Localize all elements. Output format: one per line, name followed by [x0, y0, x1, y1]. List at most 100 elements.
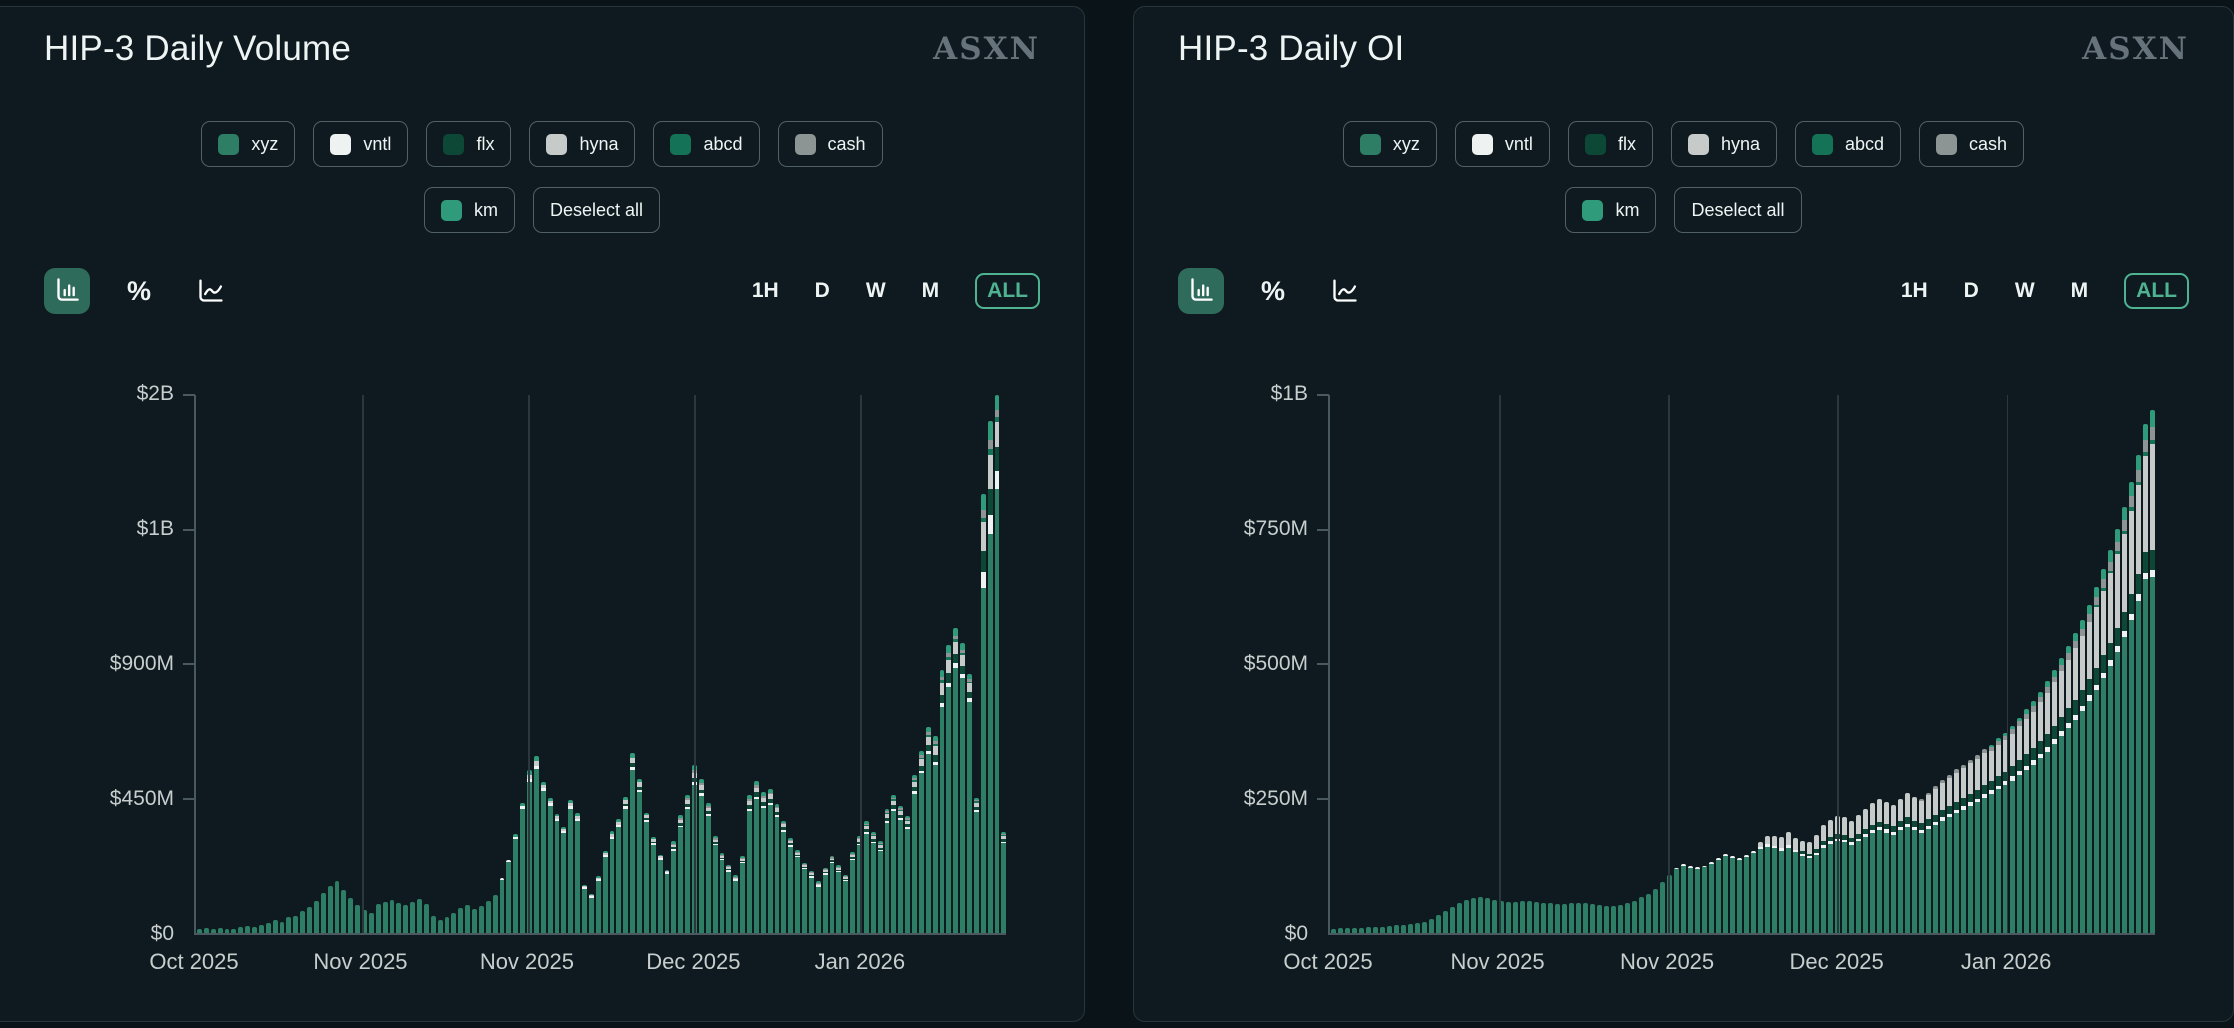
stacked-bar[interactable]	[1800, 840, 1805, 933]
stacked-bar[interactable]	[685, 794, 690, 933]
stacked-bar[interactable]	[540, 781, 546, 933]
stacked-bar[interactable]	[884, 808, 890, 933]
stacked-bar[interactable]	[939, 669, 945, 933]
stacked-bar[interactable]	[1457, 903, 1462, 933]
stacked-bar[interactable]	[747, 795, 752, 933]
stacked-bar[interactable]	[1366, 927, 1371, 933]
stacked-bar[interactable]	[1443, 910, 1448, 933]
stacked-bar[interactable]	[1933, 786, 1938, 933]
stacked-bar[interactable]	[252, 927, 257, 933]
stacked-bar[interactable]	[1625, 902, 1630, 933]
stacked-bar[interactable]	[1926, 792, 1931, 933]
legend-button-km[interactable]: km	[1565, 187, 1657, 233]
stacked-bar[interactable]	[643, 812, 649, 933]
stacked-bar[interactable]	[1639, 897, 1644, 933]
stacked-bar[interactable]	[513, 834, 519, 933]
stacked-bar[interactable]	[1408, 924, 1413, 933]
stacked-bar[interactable]	[492, 894, 498, 933]
stacked-bar[interactable]	[210, 928, 216, 933]
legend-button-xyz[interactable]: xyz	[201, 121, 296, 167]
stacked-bar[interactable]	[760, 792, 766, 933]
stacked-bar[interactable]	[410, 902, 415, 933]
stacked-bar[interactable]	[857, 835, 862, 933]
stacked-bar[interactable]	[1618, 904, 1623, 933]
stacked-bar[interactable]	[637, 778, 642, 933]
stacked-bar[interactable]	[1478, 897, 1483, 933]
legend-button-cash[interactable]: cash	[1919, 121, 2025, 167]
stacked-bar[interactable]	[870, 831, 876, 933]
stacked-bar[interactable]	[1422, 921, 1427, 933]
stacked-bar[interactable]	[609, 831, 615, 933]
stacked-bar[interactable]	[499, 878, 505, 933]
stacked-bar[interactable]	[2017, 717, 2022, 933]
chart-type-percent-button[interactable]: %	[1250, 268, 1296, 314]
stacked-bar[interactable]	[465, 904, 470, 933]
stacked-bar[interactable]	[671, 841, 677, 933]
stacked-bar[interactable]	[245, 925, 250, 933]
stacked-bar[interactable]	[1793, 837, 1798, 933]
range-button-w[interactable]: W	[2014, 279, 2035, 302]
stacked-bar[interactable]	[520, 802, 525, 933]
stacked-bar[interactable]	[595, 876, 601, 933]
stacked-bar[interactable]	[197, 929, 202, 933]
stacked-bar[interactable]	[1989, 744, 1994, 933]
stacked-bar[interactable]	[327, 885, 333, 933]
stacked-bar[interactable]	[602, 850, 608, 933]
stacked-bar[interactable]	[1814, 835, 1819, 933]
legend-button-flx[interactable]: flx	[1567, 121, 1653, 167]
stacked-bar[interactable]	[293, 915, 299, 933]
stacked-bar[interactable]	[1688, 866, 1693, 933]
stacked-bar[interactable]	[1373, 927, 1378, 933]
range-button-1h[interactable]: 1H	[1900, 279, 1928, 302]
stacked-bar[interactable]	[836, 865, 842, 933]
stacked-bar[interactable]	[575, 813, 580, 933]
stacked-bar[interactable]	[1856, 814, 1861, 933]
stacked-bar[interactable]	[1968, 759, 1973, 933]
legend-button-cash[interactable]: cash	[777, 121, 883, 167]
stacked-bar[interactable]	[1576, 902, 1581, 933]
stacked-bar[interactable]	[1345, 928, 1350, 933]
stacked-bar[interactable]	[2094, 587, 2099, 933]
stacked-bar[interactable]	[1961, 765, 1966, 933]
stacked-bar[interactable]	[1975, 754, 1980, 933]
stacked-bar[interactable]	[396, 903, 402, 933]
stacked-bar[interactable]	[2136, 455, 2141, 933]
stacked-bar[interactable]	[1387, 925, 1392, 933]
stacked-bar[interactable]	[925, 727, 931, 933]
legend-button-hyna[interactable]: hyna	[529, 121, 636, 167]
stacked-bar[interactable]	[891, 794, 897, 933]
stacked-bar[interactable]	[533, 755, 539, 933]
stacked-bar[interactable]	[2010, 725, 2015, 933]
stacked-bar[interactable]	[1653, 888, 1658, 933]
stacked-bar[interactable]	[1849, 820, 1854, 933]
stacked-bar[interactable]	[1499, 901, 1504, 933]
stacked-bar[interactable]	[1947, 775, 1952, 933]
range-button-m[interactable]: M	[2070, 279, 2089, 302]
stacked-bar[interactable]	[561, 826, 567, 933]
stacked-bar[interactable]	[1394, 925, 1399, 933]
legend-button-km[interactable]: km	[423, 187, 515, 233]
stacked-bar[interactable]	[2122, 506, 2127, 933]
range-button-m[interactable]: M	[921, 279, 940, 302]
legend-button-abcd[interactable]: abcd	[653, 121, 760, 167]
stacked-bar[interactable]	[1632, 900, 1637, 933]
stacked-bar[interactable]	[1611, 906, 1616, 933]
stacked-bar[interactable]	[822, 867, 828, 933]
stacked-bar[interactable]	[403, 905, 409, 933]
stacked-bar[interactable]	[1464, 900, 1469, 933]
stacked-bar[interactable]	[1001, 831, 1007, 933]
stacked-bar[interactable]	[1590, 904, 1595, 933]
stacked-bar[interactable]	[265, 922, 271, 933]
stacked-bar[interactable]	[1583, 903, 1588, 933]
legend-button-vntl[interactable]: vntl	[313, 121, 409, 167]
stacked-bar[interactable]	[2031, 701, 2036, 933]
stacked-bar[interactable]	[1891, 804, 1896, 933]
stacked-bar[interactable]	[444, 916, 450, 933]
stacked-bar[interactable]	[733, 875, 739, 933]
stacked-bar[interactable]	[698, 778, 704, 933]
stacked-bar[interactable]	[657, 854, 663, 933]
stacked-bar[interactable]	[1359, 927, 1364, 933]
stacked-bar[interactable]	[905, 815, 910, 933]
stacked-bar[interactable]	[1527, 901, 1532, 933]
chart-type-line-button[interactable]	[188, 268, 234, 314]
